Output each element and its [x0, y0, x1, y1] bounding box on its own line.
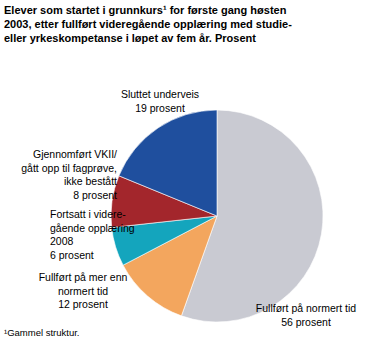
category-label-line: normert tid — [58, 285, 108, 297]
title-line: 2003, etter fullført videregående opplær… — [4, 18, 292, 30]
category-label-line: Sluttet underveis — [121, 88, 199, 100]
title: Elever som startet i grunnkurs¹ for førs… — [4, 4, 292, 44]
data-label: 12 prosent — [58, 298, 108, 310]
data-label: 56 prosent — [281, 316, 331, 328]
category-label-line: ikke bestått — [64, 175, 117, 187]
pie — [111, 110, 323, 322]
category-label-line: Fullført på mer enn — [39, 271, 128, 283]
slice — [119, 110, 217, 216]
category-label: Fortsatt i videre-gående opplæring2008 — [50, 208, 135, 247]
data-label: 8 prosent — [73, 189, 117, 201]
data-label: 6 prosent — [50, 249, 94, 261]
title-line: Elever som startet i grunnkurs¹ for førs… — [4, 4, 287, 16]
category-label-line: gått opp til fagprøve, — [21, 162, 117, 174]
footnote: ¹Gammel struktur. — [4, 327, 80, 338]
category-label: Sluttet underveis — [121, 88, 199, 100]
category-label-line: 2008 — [50, 235, 74, 247]
category-label-line: Fortsatt i videre- — [50, 208, 126, 220]
category-label-line: Fullført på normert tid — [256, 302, 357, 314]
category-label-line: Gjennomført VKII/ — [33, 148, 117, 160]
category-label: Fullført på normert tid — [256, 302, 357, 314]
category-label: Fullført på mer enn normert tid — [39, 271, 128, 297]
category-label: Gjennomført VKII/gått opp til fagprøve,i… — [21, 148, 117, 187]
category-label-line: gående opplæring — [50, 222, 135, 234]
data-label: 19 prosent — [135, 102, 185, 114]
chart: Elever som startet i grunnkurs¹ for førs… — [0, 0, 365, 342]
title-line: eller yrkeskompetanse i løpet av fem år.… — [4, 32, 256, 44]
